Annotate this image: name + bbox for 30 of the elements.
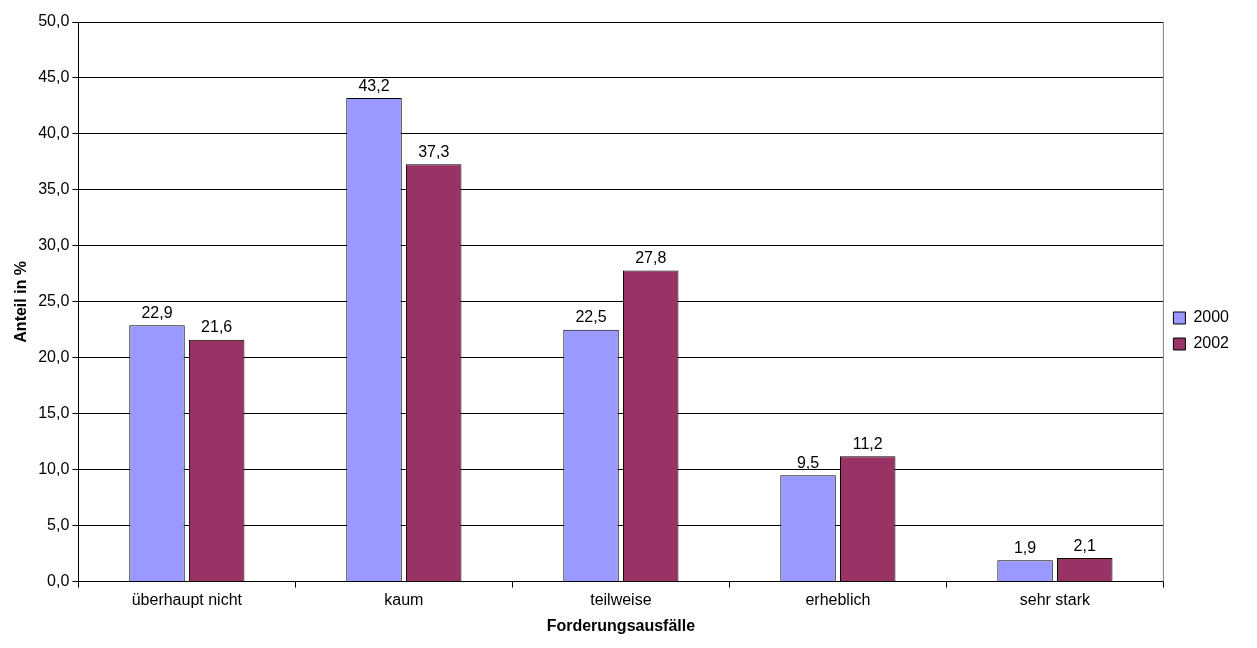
y-tick-label: 20,0 xyxy=(38,348,70,366)
data-label: 22,5 xyxy=(575,308,607,326)
x-tick-label: kaum xyxy=(384,590,424,608)
legend-label: 2000 xyxy=(1193,308,1230,326)
data-label: 1,9 xyxy=(1013,538,1037,556)
x-tick-label: teilweise xyxy=(590,590,652,608)
data-label: 11,2 xyxy=(852,434,883,452)
data-label: 27,8 xyxy=(635,248,667,266)
y-tick-label: 5,0 xyxy=(47,516,70,534)
y-tick-label: 50,0 xyxy=(38,12,70,30)
y-tick-label: 40,0 xyxy=(38,124,70,142)
y-tick-label: 0,0 xyxy=(47,572,70,590)
y-tick-label: 30,0 xyxy=(38,236,70,254)
y-tick-label: 25,0 xyxy=(38,292,70,310)
x-axis-title: Forderungsausfälle xyxy=(546,616,696,634)
data-label: 21,6 xyxy=(201,318,233,336)
x-tick-label: überhaupt nicht xyxy=(131,590,243,608)
x-tick-label: erheblich xyxy=(805,590,871,608)
x-tick-label: sehr stark xyxy=(1019,590,1092,608)
legend-label: 2002 xyxy=(1193,334,1230,352)
data-label: 9,5 xyxy=(796,453,820,471)
data-label: 43,2 xyxy=(358,76,390,94)
y-tick-label: 35,0 xyxy=(38,180,70,198)
y-tick-label: 45,0 xyxy=(38,68,70,86)
data-label: 37,3 xyxy=(418,142,450,160)
data-label: 2,1 xyxy=(1073,536,1096,554)
y-tick-label: 15,0 xyxy=(38,404,70,422)
data-label: 22,9 xyxy=(141,303,173,321)
y-tick-label: 10,0 xyxy=(38,460,70,478)
y-axis-title: Anteil in % xyxy=(12,260,30,343)
